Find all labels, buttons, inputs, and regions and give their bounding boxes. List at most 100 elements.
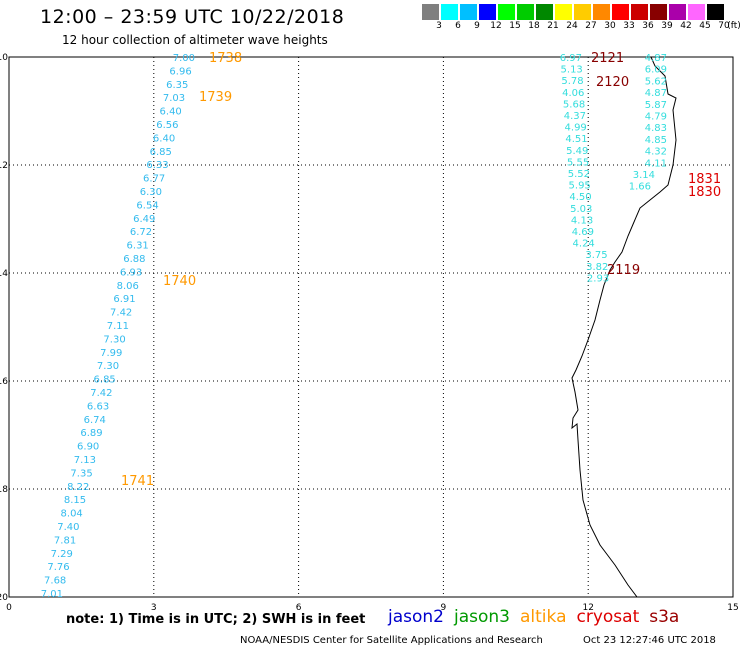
wave-height-value: 7.03: [163, 93, 185, 104]
colorbar-tick-label: 3: [436, 21, 442, 31]
wave-height-value: 6.90: [77, 442, 99, 453]
wave-height-value: 7.30: [97, 361, 119, 372]
colorbar-tick-label: 70: [718, 21, 730, 31]
wave-height-value: 6.93: [120, 267, 142, 278]
wave-height-value: 5.03: [570, 204, 592, 215]
wave-value-layer: 7.00 6.96 6.35 7.03 6.40 6.56 6.40 6.85 6.33 6.77…: [41, 53, 667, 600]
wave-height-value: 3.75: [585, 250, 607, 261]
satellite-legend: jason2 jason3 altika cryosat s3a: [388, 607, 689, 627]
colorbar-swatch: [536, 4, 553, 20]
pass-id-label: 1831: [688, 172, 721, 187]
wave-height-value: 7.68: [44, 576, 66, 587]
wave-height-value: 4.06: [562, 88, 584, 99]
y-tick-label: -14: [0, 269, 8, 279]
wave-height-value: 6.91: [113, 294, 135, 305]
colorbar-tick-label: 24: [566, 21, 578, 31]
colorbar-tick-label: 42: [680, 21, 692, 31]
wave-height-value: 7.29: [51, 549, 73, 560]
legend-item-altika: altika: [520, 607, 567, 627]
wave-height-value: 7.76: [47, 562, 69, 573]
wave-height-colorbar: [422, 4, 728, 20]
wave-height-value: 8.22: [67, 482, 89, 493]
footer-note: note: 1) Time is in UTC; 2) SWH is in fe…: [66, 612, 366, 627]
wave-height-value: 4.11: [645, 158, 667, 169]
wave-height-value: 4.87: [645, 88, 667, 99]
colorbar-swatch: [422, 4, 439, 20]
wave-height-value: 7.35: [70, 468, 92, 479]
wave-height-value: 6.74: [84, 415, 106, 426]
pass-id-label: 1740: [163, 274, 196, 289]
wave-height-value: 6.97: [560, 53, 582, 64]
wave-height-value: 6.09: [645, 65, 667, 76]
pass-id-label: 1741: [121, 474, 154, 489]
legend-item-cryosat: cryosat: [576, 607, 640, 627]
colorbar-swatch: [479, 4, 496, 20]
wave-height-value: 4.99: [565, 123, 587, 134]
colorbar-swatch: [612, 4, 629, 20]
colorbar-swatch: [593, 4, 610, 20]
generation-timestamp: Oct 23 12:27:46 UTC 2018: [583, 635, 716, 646]
coastline: [571, 56, 677, 598]
colorbar-tick-label: 18: [528, 21, 540, 31]
colorbar-swatch: [441, 4, 458, 20]
colorbar-tick-label: 45: [699, 21, 711, 31]
colorbar-swatch: [574, 4, 591, 20]
wave-height-value: 7.81: [54, 535, 76, 546]
colorbar-tick-label: 36: [642, 21, 654, 31]
x-tick-label: 0: [6, 603, 12, 613]
colorbar-swatch: [460, 4, 477, 20]
y-tick-label: -16: [0, 377, 8, 387]
colorbar-swatch: [631, 4, 648, 20]
y-tick-label: -20: [0, 593, 8, 603]
wave-height-value: 6.40: [160, 107, 182, 118]
wave-height-value: 4.37: [564, 111, 586, 122]
x-tick-label: 3: [151, 603, 157, 613]
pass-id-label: 2121: [591, 51, 624, 66]
wave-height-value: 6.96: [169, 66, 191, 77]
pass-id-label: 1739: [199, 90, 232, 105]
wave-height-value: 8.04: [61, 509, 83, 520]
credit-text: NOAA/NESDIS Center for Satellite Applica…: [240, 635, 543, 646]
wave-height-value: 4.51: [565, 134, 587, 145]
pass-id-label: 1830: [688, 185, 721, 200]
x-tick-label: 15: [727, 603, 738, 613]
wave-height-value: 7.00: [173, 53, 195, 64]
wave-height-value: 6.63: [87, 401, 109, 412]
plot-frame: [8, 56, 734, 598]
wave-height-value: 4.50: [569, 192, 591, 203]
colorbar-swatch: [669, 4, 686, 20]
colorbar-tick-label: 15: [509, 21, 521, 31]
wave-height-value: 6.72: [130, 227, 152, 238]
colorbar-labels: 3 6 9 12 15 18 21 24 27 30 33 36 39 42 45 70 (ft): [422, 21, 740, 35]
wave-height-value: 3.82: [586, 262, 608, 273]
wave-height-value: 7.42: [110, 308, 132, 319]
wave-height-value: 7.99: [100, 348, 122, 359]
wave-height-value: 5.52: [568, 169, 590, 180]
axis-tick-layer: 0 3 6 9 12 15 -10 -12 -14 -16 -18 -20: [0, 53, 739, 613]
wave-height-value: 6.35: [166, 80, 188, 91]
colorbar-swatch: [707, 4, 724, 20]
y-tick-label: -12: [0, 161, 8, 171]
colorbar-tick-label: 9: [474, 21, 480, 31]
y-tick-label: -10: [0, 53, 8, 63]
wave-height-value: 5.78: [561, 76, 583, 87]
wave-height-value: 7.42: [90, 388, 112, 399]
legend-item-s3a: s3a: [649, 607, 680, 627]
wave-height-value: 7.11: [107, 321, 129, 332]
colorbar-tick-label: 21: [547, 21, 559, 31]
wave-height-value: 6.88: [123, 254, 145, 265]
x-tick-label: 6: [296, 603, 302, 613]
wave-height-value: 2.93: [587, 273, 609, 284]
chart-subtitle: 12 hour collection of altimeter wave hei…: [62, 33, 328, 47]
wave-height-value: 5.87: [645, 100, 667, 111]
wave-height-value: 6.31: [127, 241, 149, 252]
wave-height-value: 8.15: [64, 495, 86, 506]
chart-title: 12:00 – 23:59 UTC 10/22/2018: [40, 6, 345, 28]
colorbar-swatch: [517, 4, 534, 20]
colorbar-tick-label: 33: [623, 21, 635, 31]
x-tick-label: 12: [582, 603, 593, 613]
pass-id-label: 2119: [607, 263, 640, 278]
wave-height-value: 6.85: [150, 147, 172, 158]
